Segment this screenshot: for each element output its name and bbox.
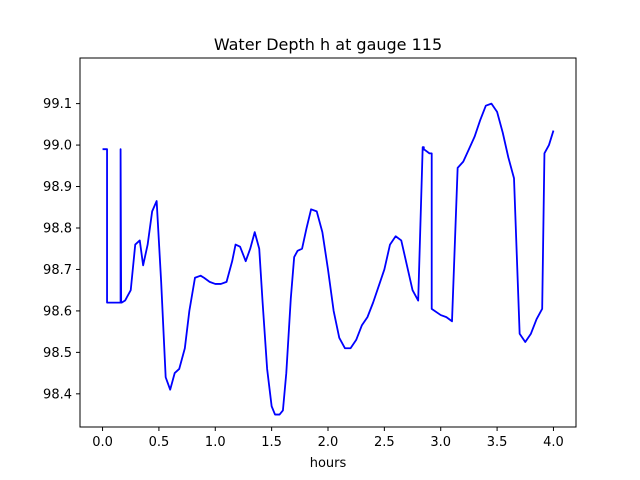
y-tick-label: 99.0 <box>43 139 72 154</box>
x-axis: 0.0 0.5 1.0 1.5 2.0 2.5 3.0 3.5 4.0 <box>92 427 564 450</box>
y-tick-label: 98.8 <box>43 221 72 236</box>
y-tick-label: 99.1 <box>43 97 72 112</box>
y-tick-label: 98.9 <box>43 180 72 195</box>
x-tick-label: 2.5 <box>374 435 395 450</box>
x-tick-label: 2.0 <box>318 435 339 450</box>
x-tick-label: 0.0 <box>92 435 113 450</box>
series-line-0 <box>102 102 555 416</box>
plot-frame <box>79 57 577 428</box>
chart-title: Water Depth h at gauge 115 <box>214 35 442 54</box>
x-tick-label: 1.5 <box>261 435 282 450</box>
plot-area <box>79 57 577 428</box>
y-axis: 98.4 98.5 98.6 98.7 98.8 98.9 99.0 99.1 <box>43 97 80 402</box>
x-tick-label: 4.0 <box>543 435 564 450</box>
x-axis-label: hours <box>310 456 347 471</box>
y-tick-label: 98.5 <box>43 346 72 361</box>
y-tick-label: 98.7 <box>43 263 72 278</box>
y-tick-label: 98.4 <box>43 387 72 402</box>
x-tick-label: 0.5 <box>149 435 170 450</box>
x-tick-label: 3.0 <box>430 435 451 450</box>
x-tick-label: 1.0 <box>205 435 226 450</box>
y-tick-label: 98.6 <box>43 304 72 319</box>
x-tick-label: 3.5 <box>487 435 508 450</box>
